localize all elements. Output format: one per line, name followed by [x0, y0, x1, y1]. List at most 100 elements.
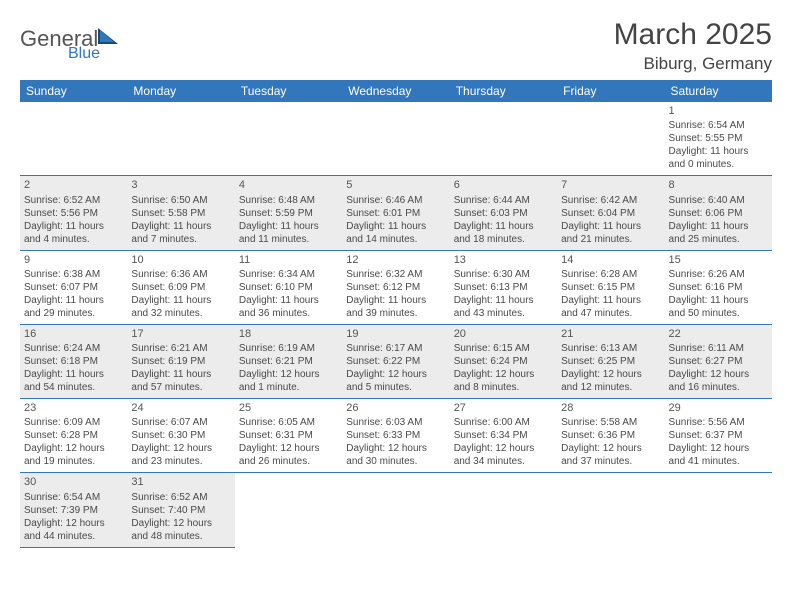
day-number: 27 — [454, 401, 553, 415]
cell-sunrise: Sunrise: 6:00 AM — [454, 416, 553, 429]
cell-sunrise: Sunrise: 6:07 AM — [131, 416, 230, 429]
month-title: March 2025 — [614, 18, 772, 52]
cell-day1: Daylight: 11 hours — [561, 294, 660, 307]
cell-sunrise: Sunrise: 6:48 AM — [239, 194, 338, 207]
cell-sunset: Sunset: 6:30 PM — [131, 429, 230, 442]
cell-sunset: Sunset: 6:22 PM — [346, 355, 445, 368]
cell-day2: and 41 minutes. — [669, 455, 768, 468]
cell-day2: and 16 minutes. — [669, 381, 768, 394]
day-number: 13 — [454, 253, 553, 267]
location: Biburg, Germany — [614, 54, 772, 74]
cell-sunrise: Sunrise: 6:17 AM — [346, 342, 445, 355]
cell-day1: Daylight: 11 hours — [24, 368, 123, 381]
cell-day2: and 25 minutes. — [669, 233, 768, 246]
calendar-cell: 19Sunrise: 6:17 AMSunset: 6:22 PMDayligh… — [342, 324, 449, 398]
cell-sunrise: Sunrise: 6:03 AM — [346, 416, 445, 429]
cell-day1: Daylight: 12 hours — [239, 442, 338, 455]
cell-sunrise: Sunrise: 6:44 AM — [454, 194, 553, 207]
day-number: 6 — [454, 178, 553, 192]
cell-sunset: Sunset: 7:39 PM — [24, 504, 123, 517]
cell-sunset: Sunset: 6:07 PM — [24, 281, 123, 294]
day-number: 31 — [131, 475, 230, 489]
cell-sunrise: Sunrise: 6:54 AM — [669, 119, 768, 132]
day-number: 4 — [239, 178, 338, 192]
cell-day2: and 21 minutes. — [561, 233, 660, 246]
cell-day1: Daylight: 11 hours — [561, 220, 660, 233]
cell-sunrise: Sunrise: 6:26 AM — [669, 268, 768, 281]
cell-sunrise: Sunrise: 6:52 AM — [24, 194, 123, 207]
cell-sunset: Sunset: 6:28 PM — [24, 429, 123, 442]
cell-sunrise: Sunrise: 6:24 AM — [24, 342, 123, 355]
cell-day1: Daylight: 11 hours — [131, 368, 230, 381]
cell-day1: Daylight: 12 hours — [346, 368, 445, 381]
day-number: 2 — [24, 178, 123, 192]
day-number: 7 — [561, 178, 660, 192]
day-number: 25 — [239, 401, 338, 415]
cell-day2: and 19 minutes. — [24, 455, 123, 468]
cell-sunset: Sunset: 6:06 PM — [669, 207, 768, 220]
calendar-cell-empty — [342, 473, 449, 547]
cell-day2: and 12 minutes. — [561, 381, 660, 394]
cell-sunrise: Sunrise: 6:34 AM — [239, 268, 338, 281]
calendar-cell-empty — [557, 102, 664, 176]
cell-sunset: Sunset: 6:24 PM — [454, 355, 553, 368]
cell-sunset: Sunset: 5:55 PM — [669, 132, 768, 145]
cell-day1: Daylight: 11 hours — [24, 294, 123, 307]
cell-day2: and 8 minutes. — [454, 381, 553, 394]
calendar-cell-empty — [235, 473, 342, 547]
calendar-row: 23Sunrise: 6:09 AMSunset: 6:28 PMDayligh… — [20, 399, 772, 473]
cell-day1: Daylight: 11 hours — [346, 220, 445, 233]
day-header: Saturday — [665, 80, 772, 102]
cell-sunrise: Sunrise: 6:21 AM — [131, 342, 230, 355]
calendar-cell: 4Sunrise: 6:48 AMSunset: 5:59 PMDaylight… — [235, 176, 342, 250]
cell-day1: Daylight: 11 hours — [24, 220, 123, 233]
cell-day1: Daylight: 11 hours — [669, 145, 768, 158]
calendar-row: 9Sunrise: 6:38 AMSunset: 6:07 PMDaylight… — [20, 250, 772, 324]
calendar-cell: 5Sunrise: 6:46 AMSunset: 6:01 PMDaylight… — [342, 176, 449, 250]
cell-sunset: Sunset: 6:31 PM — [239, 429, 338, 442]
cell-sunset: Sunset: 5:56 PM — [24, 207, 123, 220]
header: General Blue March 2025 Biburg, Germany — [20, 18, 772, 74]
day-number: 23 — [24, 401, 123, 415]
cell-sunrise: Sunrise: 6:52 AM — [131, 491, 230, 504]
day-header: Monday — [127, 80, 234, 102]
calendar-cell: 11Sunrise: 6:34 AMSunset: 6:10 PMDayligh… — [235, 250, 342, 324]
day-number: 17 — [131, 327, 230, 341]
cell-day2: and 57 minutes. — [131, 381, 230, 394]
cell-day2: and 29 minutes. — [24, 307, 123, 320]
calendar-cell-empty — [235, 102, 342, 176]
calendar-cell: 10Sunrise: 6:36 AMSunset: 6:09 PMDayligh… — [127, 250, 234, 324]
cell-day1: Daylight: 12 hours — [131, 442, 230, 455]
calendar-cell: 25Sunrise: 6:05 AMSunset: 6:31 PMDayligh… — [235, 399, 342, 473]
day-number: 12 — [346, 253, 445, 267]
cell-day1: Daylight: 12 hours — [561, 442, 660, 455]
cell-sunrise: Sunrise: 6:36 AM — [131, 268, 230, 281]
calendar-cell-empty — [450, 102, 557, 176]
cell-sunset: Sunset: 6:15 PM — [561, 281, 660, 294]
day-number: 16 — [24, 327, 123, 341]
calendar-cell: 22Sunrise: 6:11 AMSunset: 6:27 PMDayligh… — [665, 324, 772, 398]
calendar-cell: 13Sunrise: 6:30 AMSunset: 6:13 PMDayligh… — [450, 250, 557, 324]
calendar-cell: 1Sunrise: 6:54 AMSunset: 5:55 PMDaylight… — [665, 102, 772, 176]
day-header: Sunday — [20, 80, 127, 102]
day-number: 10 — [131, 253, 230, 267]
cell-sunset: Sunset: 6:37 PM — [669, 429, 768, 442]
cell-sunset: Sunset: 6:36 PM — [561, 429, 660, 442]
calendar-cell: 31Sunrise: 6:52 AMSunset: 7:40 PMDayligh… — [127, 473, 234, 547]
cell-sunrise: Sunrise: 6:40 AM — [669, 194, 768, 207]
day-number: 1 — [669, 104, 768, 118]
cell-day1: Daylight: 12 hours — [454, 368, 553, 381]
calendar-cell: 21Sunrise: 6:13 AMSunset: 6:25 PMDayligh… — [557, 324, 664, 398]
calendar-cell-empty — [557, 473, 664, 547]
logo-sail-icon: General Blue — [20, 24, 130, 58]
day-number: 29 — [669, 401, 768, 415]
cell-sunset: Sunset: 5:59 PM — [239, 207, 338, 220]
cell-sunset: Sunset: 6:25 PM — [561, 355, 660, 368]
calendar-cell: 26Sunrise: 6:03 AMSunset: 6:33 PMDayligh… — [342, 399, 449, 473]
cell-day1: Daylight: 12 hours — [131, 517, 230, 530]
cell-sunset: Sunset: 5:58 PM — [131, 207, 230, 220]
cell-day1: Daylight: 12 hours — [346, 442, 445, 455]
calendar-cell: 24Sunrise: 6:07 AMSunset: 6:30 PMDayligh… — [127, 399, 234, 473]
cell-day1: Daylight: 11 hours — [346, 294, 445, 307]
cell-day2: and 44 minutes. — [24, 530, 123, 543]
